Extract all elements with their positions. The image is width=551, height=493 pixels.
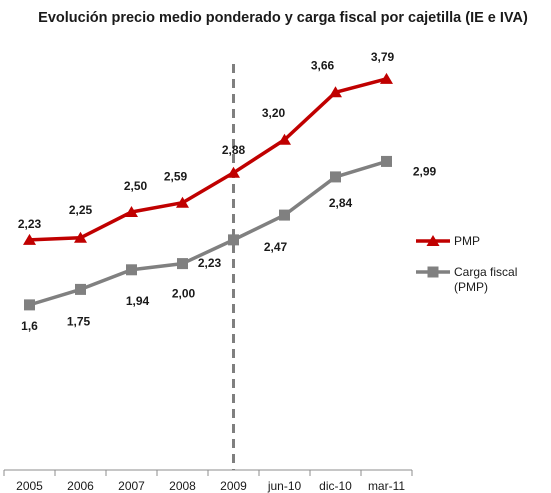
x-tick-label: 2009	[220, 479, 247, 493]
x-tick-label: 2008	[169, 479, 196, 493]
carga-fiscal-data-label: 1,6	[21, 319, 38, 333]
pmp-data-label: 3,66	[311, 58, 335, 72]
series-carga-fiscal	[24, 155, 392, 311]
carga-fiscal-point-marker	[279, 209, 290, 221]
pmp-point-marker	[23, 233, 36, 245]
x-tick-label: 2007	[118, 479, 145, 493]
legend-label-carga-fiscal: Carga fiscal	[454, 265, 517, 279]
pmp-point-marker	[278, 133, 291, 145]
pmp-data-label: 2,59	[164, 170, 188, 184]
pmp-data-label: 2,25	[69, 203, 93, 217]
pmp-point-marker	[74, 231, 87, 243]
series-line-carga-fiscal	[28, 159, 388, 307]
carga-fiscal-point-marker	[381, 155, 392, 167]
x-tick-label: 2005	[16, 479, 43, 493]
legend-label-pmp: PMP	[454, 234, 480, 248]
pmp-data-label: 2,88	[222, 143, 246, 157]
series-line-pmp	[29, 77, 387, 242]
pmp-data-label: 2,23	[18, 217, 42, 231]
pmp-point-marker	[176, 196, 189, 208]
chart-title: Evolución precio medio ponderado y carga…	[38, 10, 528, 26]
pmp-point-marker	[380, 72, 393, 84]
carga-fiscal-point-marker	[126, 264, 137, 276]
x-tick-label: dic-10	[319, 479, 352, 493]
pmp-point-marker	[125, 206, 138, 217]
series-group	[23, 72, 393, 311]
carga-fiscal-data-label: 2,23	[198, 256, 222, 270]
carga-fiscal-data-label: 1,75	[67, 314, 91, 328]
legend-marker-pmp	[426, 235, 440, 246]
carga-fiscal-point-marker	[330, 171, 341, 183]
legend-label-carga-fiscal: (PMP)	[454, 280, 488, 294]
carga-fiscal-data-label: 2,84	[329, 196, 353, 210]
carga-fiscal-data-label: 1,94	[126, 294, 150, 308]
x-tick-label: 2006	[67, 479, 94, 493]
pmp-data-label: 3,20	[262, 106, 286, 120]
legend-marker-carga-fiscal	[427, 266, 439, 278]
carga-fiscal-point-marker	[75, 283, 86, 295]
x-tick-label: jun-10	[267, 479, 302, 493]
carga-fiscal-data-label: 2,47	[264, 240, 288, 254]
series-pmp	[23, 72, 393, 245]
pmp-point-marker	[227, 166, 240, 178]
carga-fiscal-data-label: 2,99	[413, 164, 437, 178]
carga-fiscal-point-marker	[228, 234, 239, 246]
legend: PMP Carga fiscal(PMP)	[416, 234, 517, 294]
x-tick-label: mar-11	[368, 479, 405, 493]
carga-fiscal-data-label: 2,00	[172, 287, 196, 301]
pmp-point-marker	[329, 86, 342, 98]
pmp-data-label: 2,50	[124, 179, 148, 193]
pmp-data-label: 3,79	[371, 50, 395, 64]
data-labels: 2,23 2,25 2,50 2,59 2,88 3,20 3,66 3,79 1,6 1,75 1…	[18, 50, 437, 333]
carga-fiscal-point-marker	[177, 258, 188, 270]
x-axis: 2005 2006 2007 2008 2009 jun-10 dic-10 mar-11	[3, 469, 413, 493]
carga-fiscal-point-marker	[24, 299, 35, 311]
